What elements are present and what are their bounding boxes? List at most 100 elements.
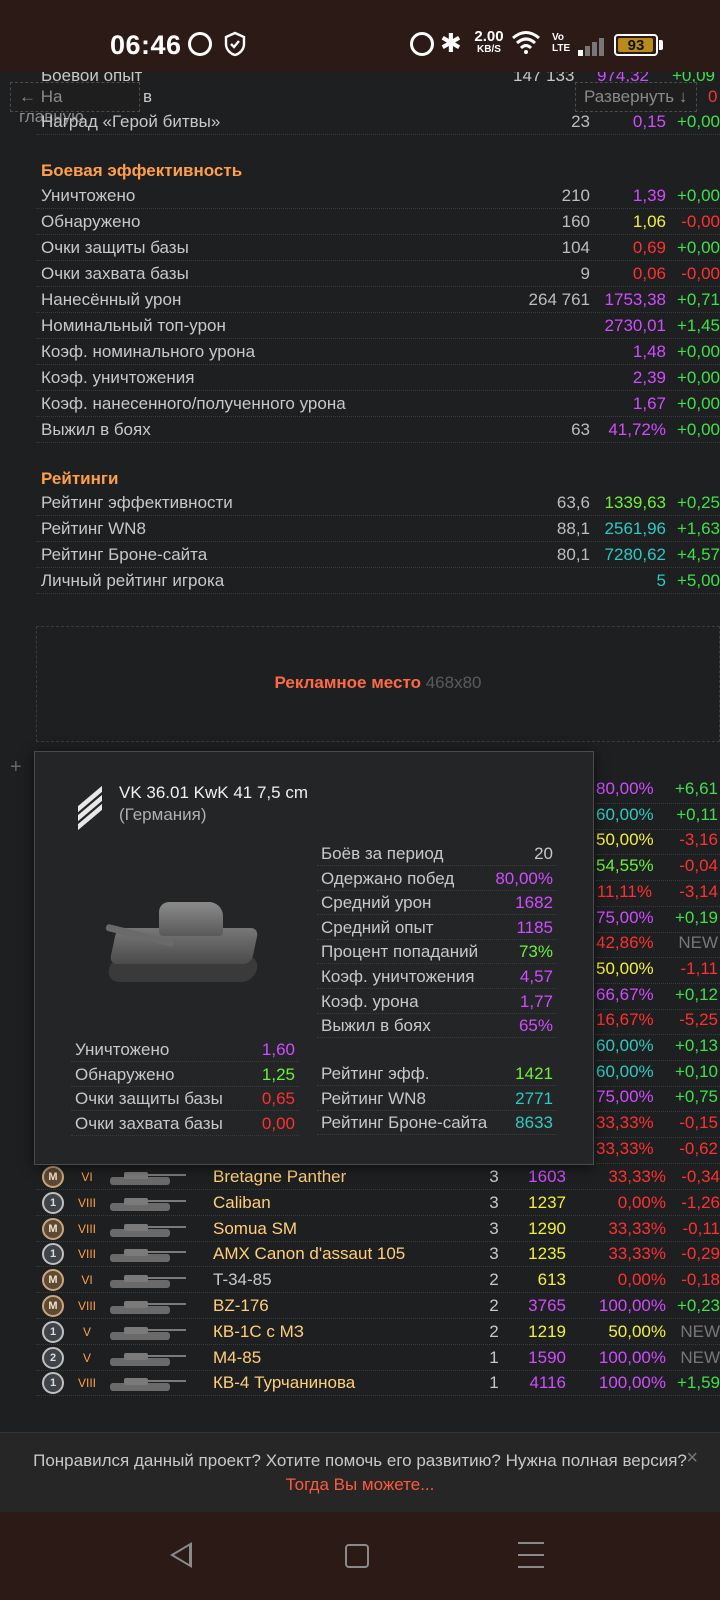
stat-average: 0,15	[632, 112, 666, 131]
expand-plus-icon[interactable]: +	[10, 756, 22, 778]
support-banner-text: Понравился данный проект? Хотите помочь …	[33, 1451, 687, 1470]
popup-stat-row: Средний опыт 1185	[317, 916, 557, 940]
tank-tier: VIII	[77, 1247, 96, 1262]
tank-name[interactable]: Caliban	[213, 1192, 271, 1212]
tank-winrate: 50,00%	[608, 1321, 666, 1341]
tank-name[interactable]: КВ-4 Турчанинова	[213, 1373, 356, 1393]
stat-total: 9	[580, 264, 590, 283]
vehicle-row-delta: -0,04	[679, 856, 718, 876]
tank-row[interactable]: M VIII BZ-176 2 3765 100,00% +0,23	[36, 1293, 720, 1319]
tank-silhouette-icon	[102, 1247, 186, 1263]
tank-name[interactable]: BZ-176	[213, 1296, 269, 1315]
vehicle-row-winrate: 66,67%	[596, 984, 654, 1004]
tank-image	[101, 870, 261, 1010]
row-divider	[596, 854, 720, 856]
stat-average: 2730,01	[604, 316, 666, 335]
tank-row[interactable]: M VI T-34-85 2 613 0,00% -0,18	[36, 1267, 720, 1294]
tank-winrate: 100,00%	[598, 1347, 666, 1367]
home-icon[interactable]	[345, 1544, 369, 1568]
battery-level: 93	[627, 37, 645, 54]
tank-avg-damage: 1603	[528, 1167, 566, 1186]
vehicle-row-delta: +0,13	[674, 1036, 718, 1055]
close-icon[interactable]: ×	[686, 1447, 698, 1469]
vehicle-title: VK 36.01 KwK 41 7,5 cm	[119, 783, 308, 802]
tank-name[interactable]: M4-85	[213, 1347, 262, 1367]
stat-total: 88,1	[556, 519, 590, 538]
vehicle-row-delta: -3,14	[679, 881, 718, 901]
tank-battles: 3	[489, 1167, 499, 1186]
row-divider	[596, 1111, 720, 1113]
popup-stat-label: Коэф. уничтожения	[321, 967, 475, 986]
tank-delta: +1,59	[676, 1373, 720, 1393]
signal-icon	[578, 36, 610, 56]
ad-placeholder[interactable]: Рекламное место 468x80	[36, 626, 720, 742]
vehicle-row-delta: +0,12	[674, 984, 718, 1004]
home-link-button[interactable]: ← На главную	[10, 82, 140, 126]
popup-stat-row: Коэф. урона 1,77	[317, 990, 557, 1014]
popup-stat-row: Коэф. уничтожения 4,57	[317, 965, 557, 989]
tank-avg-damage: 1235	[528, 1244, 566, 1264]
stat-average: 0,69	[632, 238, 666, 257]
popup-stat-label: Уничтожено	[75, 1040, 170, 1059]
battery-cap	[659, 40, 663, 50]
partial-row-v2: 974,32	[597, 72, 649, 85]
vehicle-row-delta: -5,25	[679, 1010, 718, 1030]
tank-delta: -0,18	[681, 1270, 720, 1290]
stat-delta: +0,25	[676, 493, 720, 512]
tank-row[interactable]: 2 V M4-85 1 1590 100,00% NEW	[36, 1345, 720, 1371]
tank-name[interactable]: Bretagne Panther	[213, 1167, 347, 1186]
popup-stat-row: Боёв за период 20	[317, 842, 557, 866]
tank-battles: 2	[489, 1321, 499, 1341]
popup-stat-value: 73%	[518, 942, 553, 962]
tank-row[interactable]: 1 VIII Caliban 3 1237 0,00% -1,26	[36, 1190, 720, 1216]
stat-average: 1,39	[632, 186, 666, 205]
popup-stat-row: Одержано побед 80,00%	[317, 867, 557, 891]
tank-winrate: 0,00%	[617, 1270, 666, 1290]
tank-name[interactable]: T-34-85	[213, 1270, 272, 1290]
expand-button[interactable]: Развернуть ↓	[575, 82, 697, 112]
tank-row[interactable]: 1 VIII AMX Canon d'assaut 105 3 1235 33,33% -0…	[36, 1241, 720, 1268]
tank-name[interactable]: КВ-1С с МЗ	[213, 1321, 305, 1341]
tank-avg-damage: 1290	[528, 1218, 566, 1238]
stat-average: 7280,62	[604, 545, 666, 564]
stat-delta: +1,45	[676, 316, 720, 335]
vehicle-row-winrate: 60,00%	[596, 804, 654, 824]
tank-row[interactable]: 1 VIII КВ-4 Турчанинова 1 4116 100,00% +1,59	[36, 1370, 720, 1397]
stat-total: 23	[571, 112, 590, 131]
row-divider	[596, 1162, 720, 1164]
row-divider	[596, 880, 720, 882]
wifi-icon	[512, 31, 540, 54]
tank-tier: VIII	[77, 1299, 96, 1313]
mastery-badge-icon: 1	[42, 1320, 64, 1343]
row-divider	[596, 1085, 720, 1087]
tank-delta: -0,34	[681, 1167, 720, 1186]
row-divider	[596, 957, 720, 959]
network-speed: 2.00 KB/S	[474, 28, 504, 55]
stat-average: 2561,96	[604, 519, 666, 538]
ad-label: Рекламное место	[274, 673, 421, 692]
popup-stat-label: Коэф. урона	[321, 991, 419, 1011]
vehicle-row-delta: +0,11	[676, 804, 718, 824]
stat-label: Уничтожено	[41, 186, 136, 205]
tank-row[interactable]: 1 V КВ-1С с МЗ 2 1219 50,00% NEW	[36, 1319, 720, 1345]
back-icon[interactable]	[170, 1542, 192, 1568]
tank-row[interactable]: M VIII Somua SM 3 1290 33,33% -0,11	[36, 1216, 720, 1242]
tank-row[interactable]: M VI Bretagne Panther 3 1603 33,33% -0,34	[36, 1164, 720, 1190]
support-banner-link[interactable]: Тогда Вы можете...	[285, 1475, 435, 1494]
popup-stat-label: Рейтинг WN8	[321, 1088, 426, 1108]
volte-indicator: Vo LTE	[552, 32, 571, 54]
stat-delta: +4,57	[676, 545, 720, 564]
partial-row-b: в	[143, 87, 153, 106]
stat-average: 2,39	[632, 368, 666, 387]
stat-delta: +0,00	[676, 186, 720, 205]
tank-winrate: 100,00%	[598, 1296, 666, 1315]
popup-stat-value: 2771	[515, 1088, 553, 1108]
vehicle-row-delta: -0,15	[679, 1113, 718, 1133]
tank-name[interactable]: Somua SM	[213, 1218, 298, 1238]
tank-battles: 1	[489, 1347, 499, 1367]
tank-battles: 3	[489, 1192, 499, 1212]
tank-winrate: 33,33%	[608, 1244, 666, 1264]
tank-avg-damage: 3765	[528, 1296, 566, 1315]
menu-icon[interactable]	[518, 1542, 544, 1578]
tank-name[interactable]: AMX Canon d'assaut 105	[213, 1244, 406, 1264]
